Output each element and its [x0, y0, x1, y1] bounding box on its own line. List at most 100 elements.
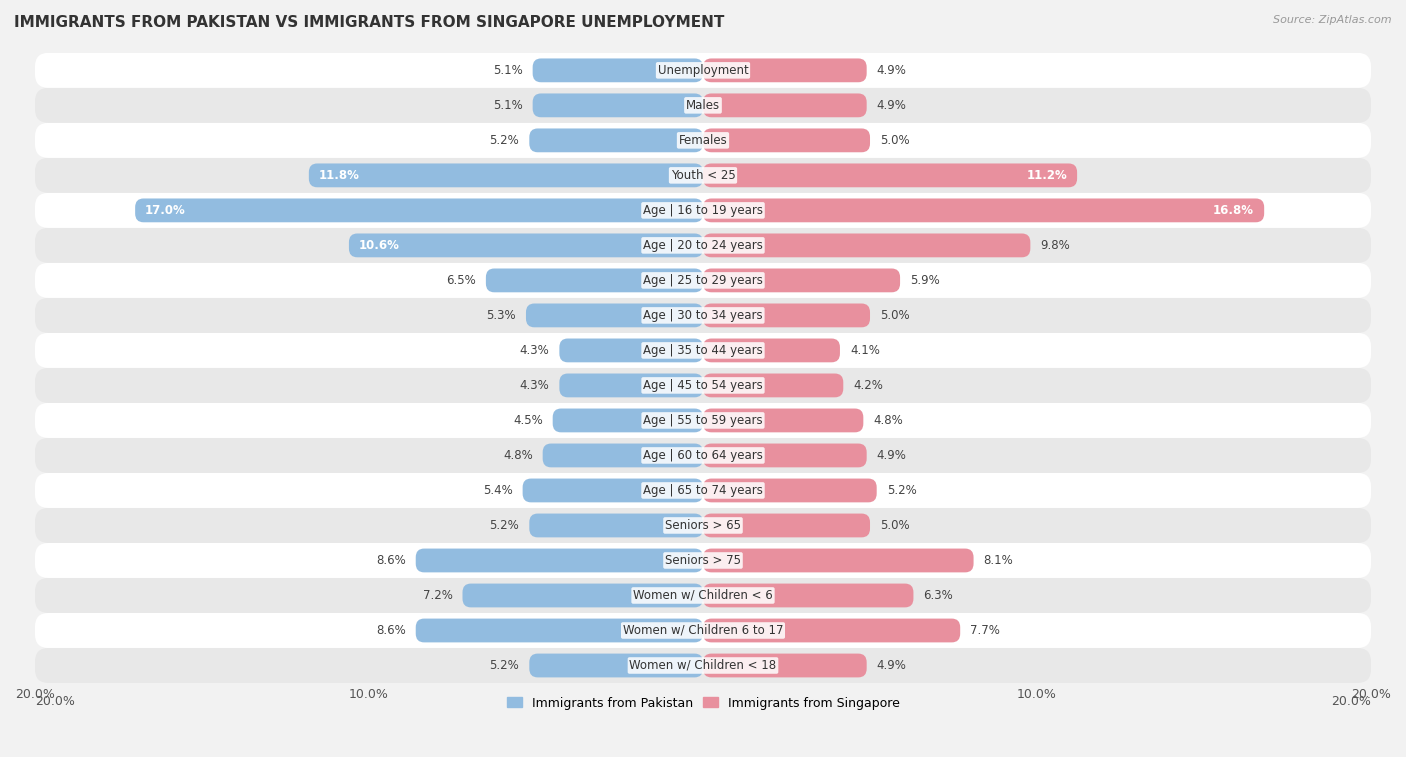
FancyBboxPatch shape	[35, 473, 1371, 508]
Text: 20.0%: 20.0%	[35, 695, 75, 709]
Text: 10.6%: 10.6%	[359, 239, 399, 252]
Text: 4.9%: 4.9%	[877, 99, 907, 112]
FancyBboxPatch shape	[703, 478, 877, 503]
FancyBboxPatch shape	[35, 263, 1371, 298]
FancyBboxPatch shape	[560, 373, 703, 397]
Text: 5.4%: 5.4%	[482, 484, 513, 497]
Text: 4.3%: 4.3%	[520, 379, 550, 392]
FancyBboxPatch shape	[703, 584, 914, 607]
FancyBboxPatch shape	[703, 618, 960, 643]
FancyBboxPatch shape	[703, 373, 844, 397]
Text: 5.0%: 5.0%	[880, 309, 910, 322]
Text: 8.1%: 8.1%	[984, 554, 1014, 567]
FancyBboxPatch shape	[35, 543, 1371, 578]
FancyBboxPatch shape	[35, 403, 1371, 438]
Text: 9.8%: 9.8%	[1040, 239, 1070, 252]
FancyBboxPatch shape	[703, 233, 1031, 257]
Text: Age | 25 to 29 years: Age | 25 to 29 years	[643, 274, 763, 287]
FancyBboxPatch shape	[703, 549, 973, 572]
FancyBboxPatch shape	[703, 653, 866, 678]
Text: Unemployment: Unemployment	[658, 64, 748, 77]
Text: 6.3%: 6.3%	[924, 589, 953, 602]
Text: Age | 55 to 59 years: Age | 55 to 59 years	[643, 414, 763, 427]
Text: Women w/ Children 6 to 17: Women w/ Children 6 to 17	[623, 624, 783, 637]
FancyBboxPatch shape	[703, 269, 900, 292]
Text: Women w/ Children < 18: Women w/ Children < 18	[630, 659, 776, 672]
FancyBboxPatch shape	[35, 88, 1371, 123]
Text: 5.2%: 5.2%	[489, 519, 519, 532]
Text: 5.3%: 5.3%	[486, 309, 516, 322]
FancyBboxPatch shape	[35, 333, 1371, 368]
Text: 5.2%: 5.2%	[887, 484, 917, 497]
FancyBboxPatch shape	[703, 444, 866, 467]
FancyBboxPatch shape	[35, 578, 1371, 613]
Text: 11.2%: 11.2%	[1026, 169, 1067, 182]
Text: Seniors > 65: Seniors > 65	[665, 519, 741, 532]
Text: 7.7%: 7.7%	[970, 624, 1000, 637]
Legend: Immigrants from Pakistan, Immigrants from Singapore: Immigrants from Pakistan, Immigrants fro…	[502, 692, 904, 715]
Text: 11.8%: 11.8%	[319, 169, 360, 182]
FancyBboxPatch shape	[703, 58, 866, 83]
Text: Age | 45 to 54 years: Age | 45 to 54 years	[643, 379, 763, 392]
Text: 6.5%: 6.5%	[446, 274, 475, 287]
FancyBboxPatch shape	[486, 269, 703, 292]
FancyBboxPatch shape	[35, 228, 1371, 263]
Text: Males: Males	[686, 99, 720, 112]
FancyBboxPatch shape	[703, 513, 870, 537]
FancyBboxPatch shape	[135, 198, 703, 223]
FancyBboxPatch shape	[529, 129, 703, 152]
FancyBboxPatch shape	[349, 233, 703, 257]
FancyBboxPatch shape	[703, 93, 866, 117]
Text: 4.1%: 4.1%	[851, 344, 880, 357]
Text: 5.0%: 5.0%	[880, 134, 910, 147]
FancyBboxPatch shape	[35, 158, 1371, 193]
FancyBboxPatch shape	[463, 584, 703, 607]
FancyBboxPatch shape	[523, 478, 703, 503]
FancyBboxPatch shape	[35, 193, 1371, 228]
Text: Age | 30 to 34 years: Age | 30 to 34 years	[643, 309, 763, 322]
FancyBboxPatch shape	[703, 198, 1264, 223]
FancyBboxPatch shape	[35, 123, 1371, 158]
FancyBboxPatch shape	[35, 613, 1371, 648]
Text: 17.0%: 17.0%	[145, 204, 186, 217]
Text: Source: ZipAtlas.com: Source: ZipAtlas.com	[1274, 15, 1392, 25]
FancyBboxPatch shape	[703, 304, 870, 327]
FancyBboxPatch shape	[533, 93, 703, 117]
FancyBboxPatch shape	[526, 304, 703, 327]
Text: 5.0%: 5.0%	[880, 519, 910, 532]
FancyBboxPatch shape	[416, 549, 703, 572]
Text: 7.2%: 7.2%	[423, 589, 453, 602]
Text: Youth < 25: Youth < 25	[671, 169, 735, 182]
Text: Age | 20 to 24 years: Age | 20 to 24 years	[643, 239, 763, 252]
FancyBboxPatch shape	[35, 438, 1371, 473]
FancyBboxPatch shape	[703, 164, 1077, 187]
FancyBboxPatch shape	[703, 338, 839, 363]
FancyBboxPatch shape	[416, 618, 703, 643]
FancyBboxPatch shape	[35, 508, 1371, 543]
FancyBboxPatch shape	[35, 368, 1371, 403]
Text: 5.1%: 5.1%	[494, 64, 523, 77]
Text: Age | 35 to 44 years: Age | 35 to 44 years	[643, 344, 763, 357]
Text: 4.9%: 4.9%	[877, 449, 907, 462]
Text: 4.8%: 4.8%	[873, 414, 903, 427]
Text: Women w/ Children < 6: Women w/ Children < 6	[633, 589, 773, 602]
FancyBboxPatch shape	[35, 53, 1371, 88]
FancyBboxPatch shape	[529, 653, 703, 678]
Text: 4.9%: 4.9%	[877, 659, 907, 672]
Text: 8.6%: 8.6%	[375, 624, 406, 637]
FancyBboxPatch shape	[703, 409, 863, 432]
FancyBboxPatch shape	[543, 444, 703, 467]
Text: 20.0%: 20.0%	[1331, 695, 1371, 709]
FancyBboxPatch shape	[309, 164, 703, 187]
FancyBboxPatch shape	[553, 409, 703, 432]
Text: 4.2%: 4.2%	[853, 379, 883, 392]
Text: 16.8%: 16.8%	[1213, 204, 1254, 217]
Text: 4.9%: 4.9%	[877, 64, 907, 77]
Text: Age | 16 to 19 years: Age | 16 to 19 years	[643, 204, 763, 217]
Text: 5.2%: 5.2%	[489, 134, 519, 147]
FancyBboxPatch shape	[529, 513, 703, 537]
Text: 4.8%: 4.8%	[503, 449, 533, 462]
Text: Age | 65 to 74 years: Age | 65 to 74 years	[643, 484, 763, 497]
FancyBboxPatch shape	[703, 129, 870, 152]
Text: 4.3%: 4.3%	[520, 344, 550, 357]
